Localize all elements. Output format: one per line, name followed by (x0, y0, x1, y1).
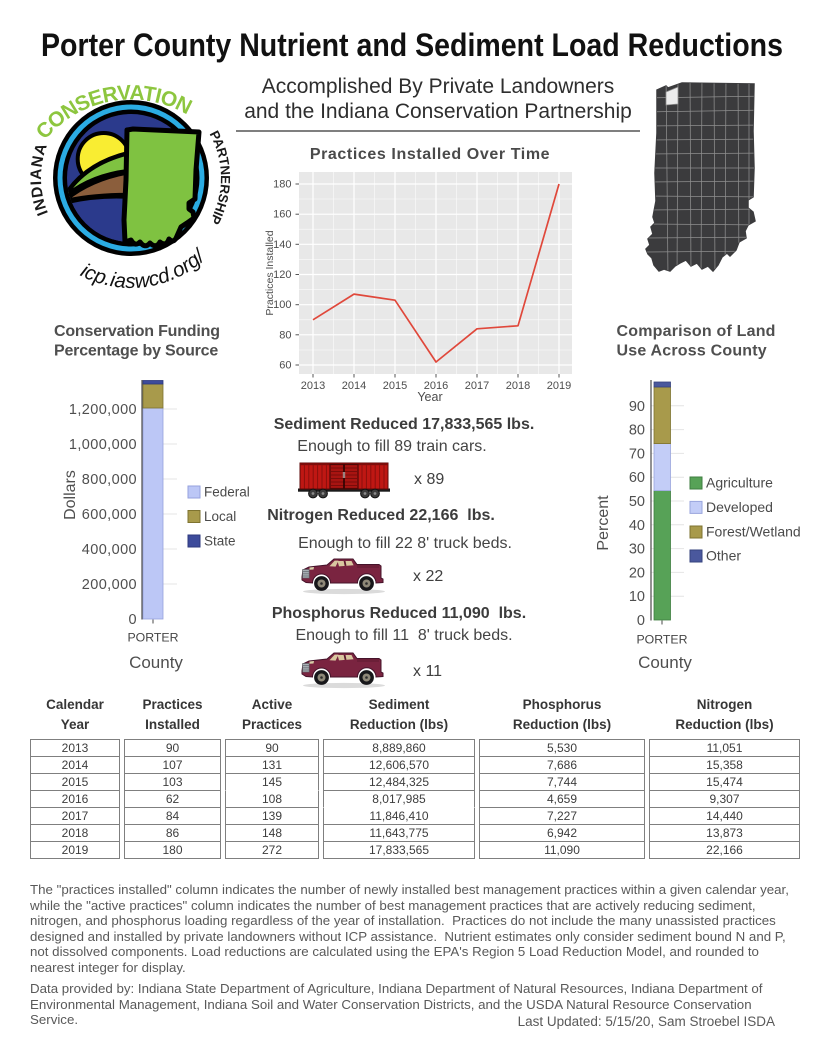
svg-text:Other: Other (706, 548, 741, 564)
svg-text:State: State (204, 534, 236, 549)
svg-text:2013: 2013 (301, 380, 325, 392)
svg-text:PARTNERSHIP: PARTNERSHIP (207, 128, 233, 227)
svg-text:Dollars: Dollars (62, 470, 79, 520)
svg-text:Percent: Percent (595, 495, 612, 551)
svg-text:60: 60 (279, 360, 291, 372)
svg-text:120: 120 (273, 269, 291, 281)
svg-text:1,000,000: 1,000,000 (69, 437, 137, 453)
svg-text:PORTER: PORTER (127, 631, 178, 645)
svg-text:70: 70 (629, 446, 645, 462)
svg-text:50: 50 (629, 494, 645, 510)
svg-text:400,000: 400,000 (82, 542, 137, 558)
svg-text:40: 40 (629, 518, 645, 534)
svg-text:200,000: 200,000 (82, 577, 137, 593)
svg-text:100: 100 (273, 299, 291, 311)
svg-text:Percentage by Source: Percentage by Source (54, 343, 218, 360)
svg-text:800,000: 800,000 (82, 472, 137, 488)
svg-text:County: County (638, 653, 692, 672)
svg-text:90: 90 (629, 399, 645, 415)
svg-text:Agriculture: Agriculture (706, 475, 773, 491)
svg-text:Practices Installed: Practices Installed (264, 230, 276, 315)
svg-text:Comparison of Land: Comparison of Land (617, 323, 776, 340)
svg-text:10: 10 (629, 589, 645, 605)
svg-text:60: 60 (629, 470, 645, 486)
svg-text:2016: 2016 (424, 380, 448, 392)
svg-text:Developed: Developed (706, 499, 773, 515)
svg-text:Conservation Funding: Conservation Funding (54, 323, 220, 340)
svg-text:Forest/Wetland: Forest/Wetland (706, 524, 801, 540)
svg-text:2019: 2019 (547, 380, 571, 392)
svg-text:0: 0 (129, 612, 137, 628)
svg-text:80: 80 (629, 423, 645, 439)
svg-text:2014: 2014 (342, 380, 366, 392)
svg-text:1,200,000: 1,200,000 (69, 402, 137, 418)
svg-text:2018: 2018 (506, 380, 530, 392)
svg-text:2017: 2017 (465, 380, 489, 392)
svg-text:Practices Installed Over Time: Practices Installed Over Time (310, 146, 550, 163)
svg-text:County: County (129, 653, 183, 672)
svg-text:Use Across County: Use Across County (617, 343, 767, 360)
svg-text:Federal: Federal (204, 485, 250, 500)
svg-text:160: 160 (273, 209, 291, 221)
svg-text:140: 140 (273, 239, 291, 251)
svg-text:30: 30 (629, 542, 645, 558)
svg-text:0: 0 (637, 613, 645, 629)
svg-text:2015: 2015 (383, 380, 407, 392)
svg-text:INDIANA: INDIANA (28, 141, 52, 218)
svg-text:180: 180 (273, 179, 291, 191)
svg-text:600,000: 600,000 (82, 507, 137, 523)
svg-text:Local: Local (204, 509, 236, 524)
svg-text:80: 80 (279, 329, 291, 341)
svg-text:20: 20 (629, 565, 645, 581)
svg-text:PORTER: PORTER (636, 633, 687, 647)
svg-text:Year: Year (417, 390, 442, 404)
